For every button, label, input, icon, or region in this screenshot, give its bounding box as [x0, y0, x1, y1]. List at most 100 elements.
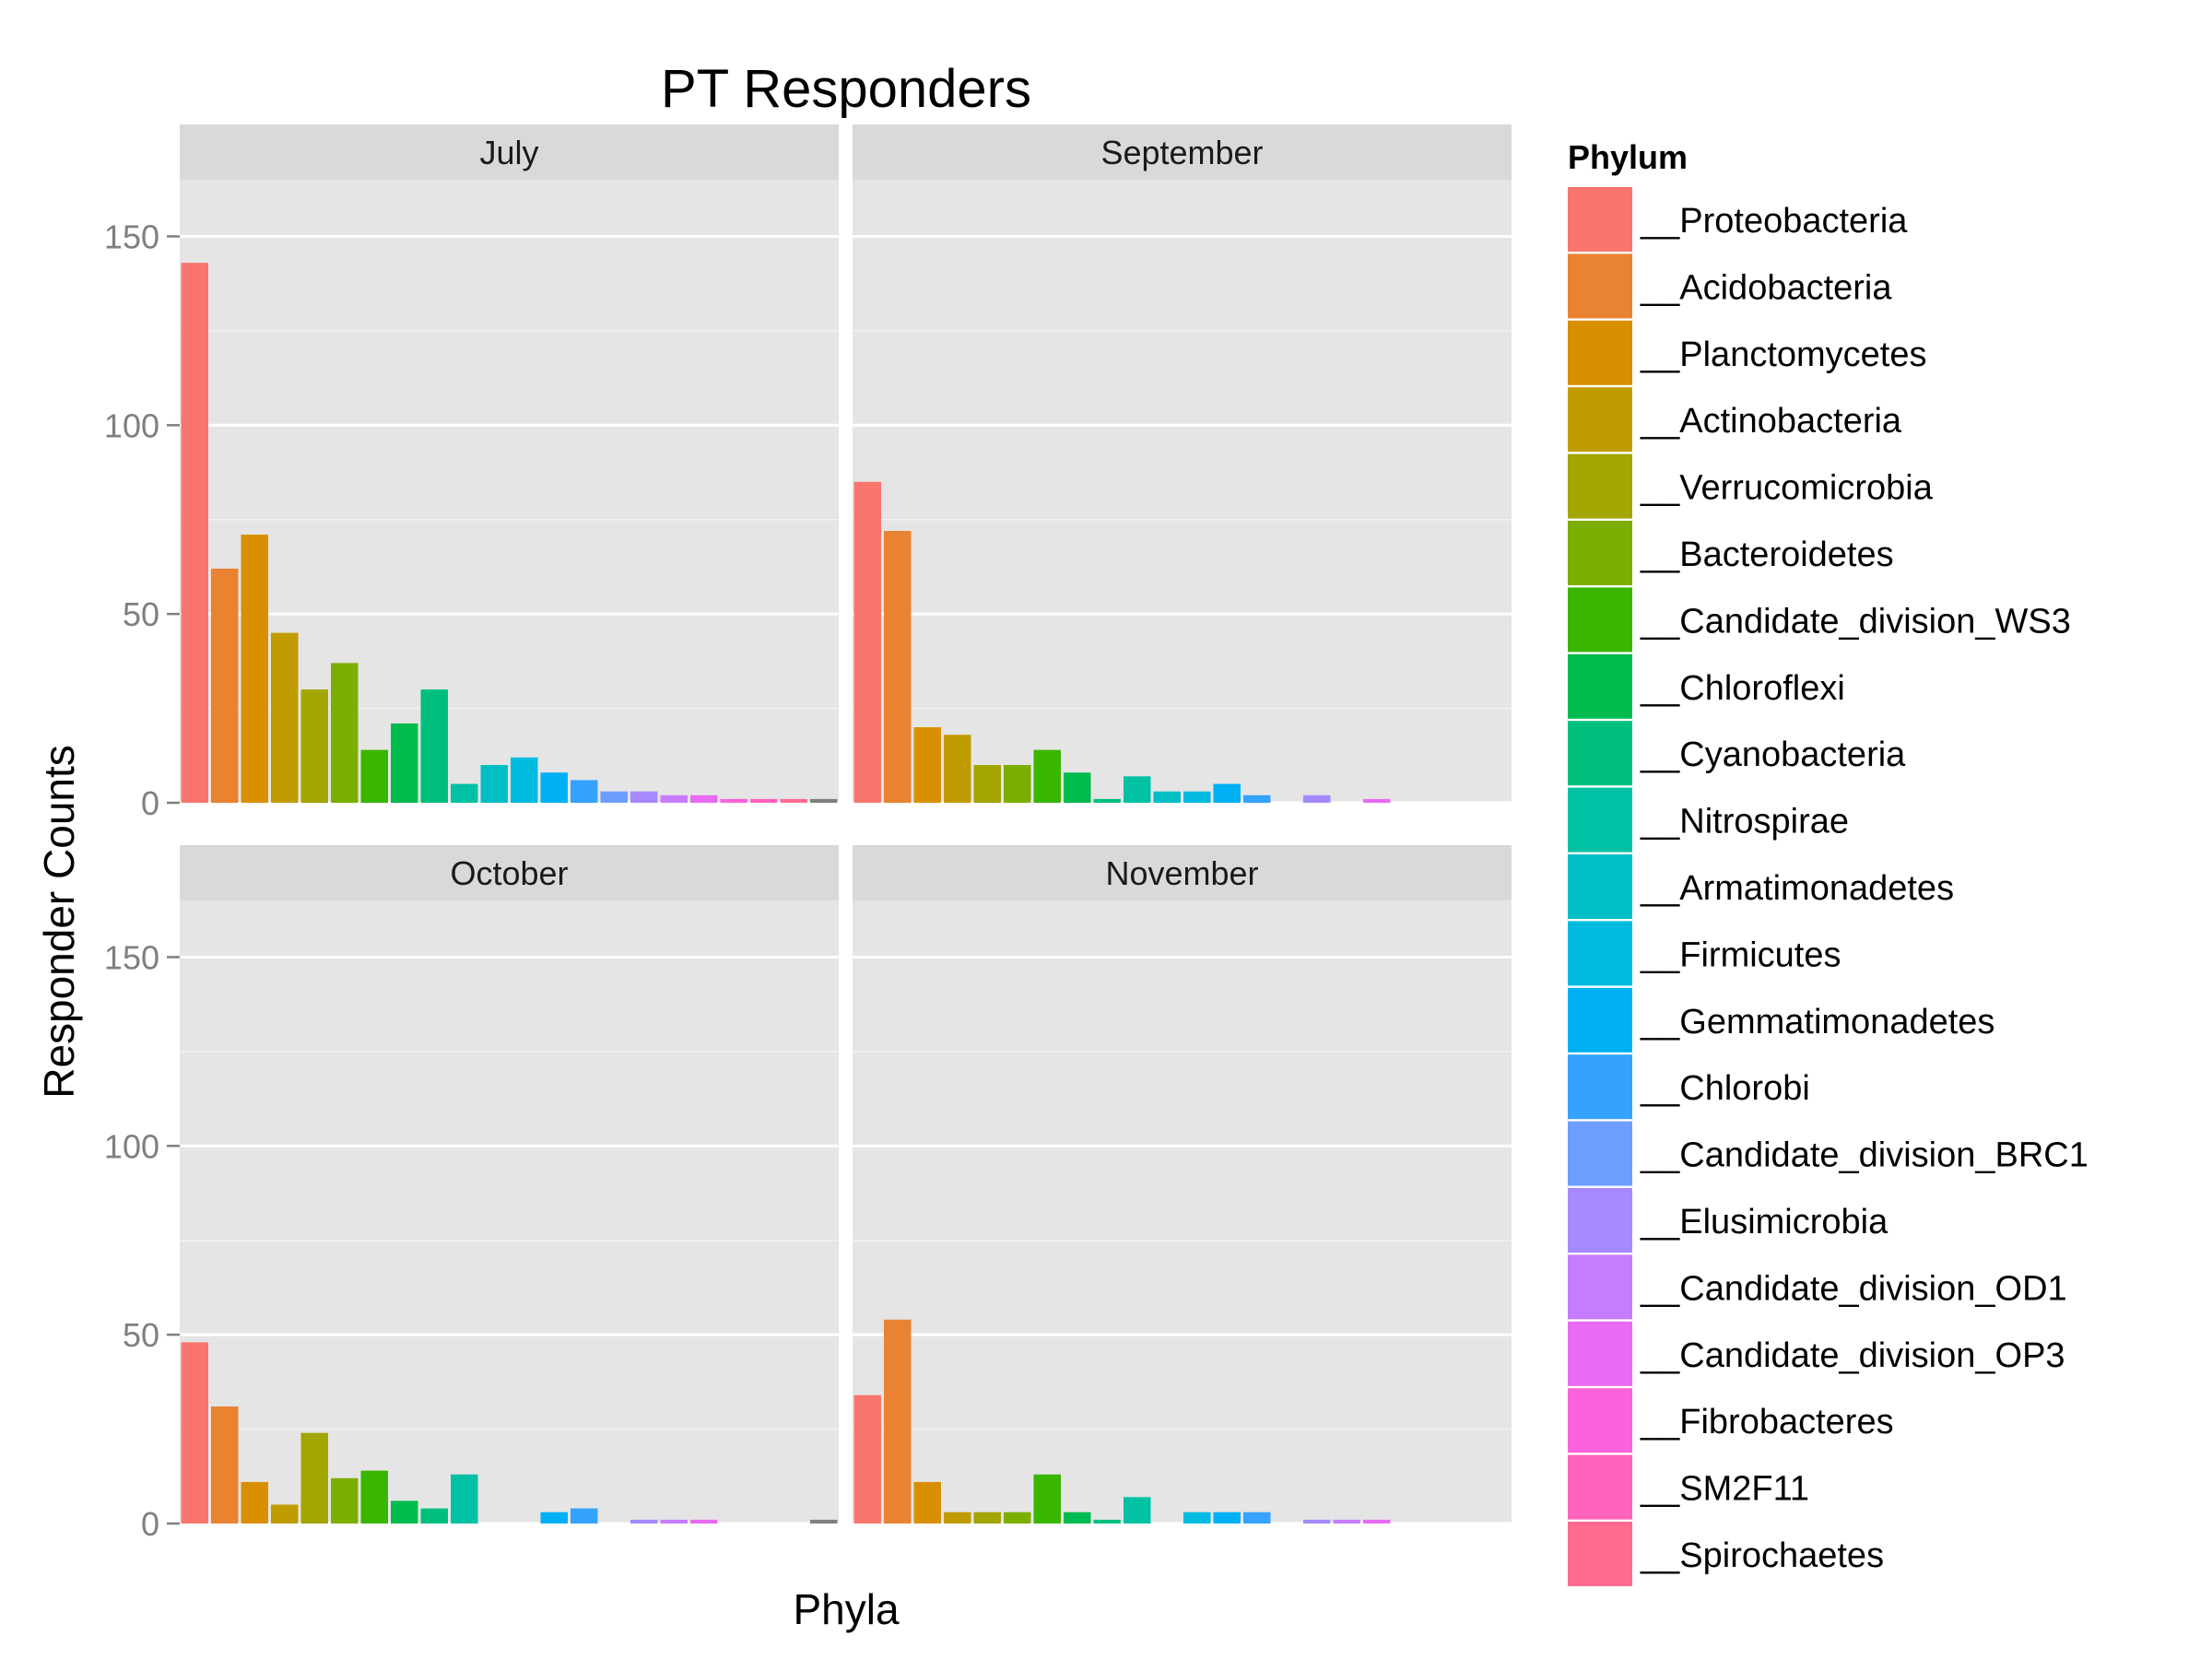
- bar-september-11: [1153, 791, 1181, 803]
- bar-july-3: [241, 535, 268, 803]
- legend-title: Phylum: [1568, 138, 1688, 176]
- bar-october-13: [540, 1512, 568, 1524]
- bar-october-2: [211, 1406, 239, 1524]
- bar-july-22: [810, 798, 838, 803]
- bar-september-4: [944, 735, 971, 803]
- bar-july-16: [630, 791, 658, 803]
- legend: Phylum __Proteobacteria__Acidobacteria__…: [1566, 138, 2088, 1588]
- bar-september-8: [1064, 772, 1091, 803]
- bar-september-13: [1213, 783, 1241, 803]
- bar-november-12: [1183, 1512, 1211, 1524]
- y-axis-title: Responder Counts: [35, 745, 83, 1099]
- bar-july-8: [391, 723, 418, 803]
- bar-october-22: [810, 1519, 838, 1524]
- legend-key-armatimonadetes: [1566, 853, 1634, 921]
- bar-november-14: [1243, 1512, 1271, 1524]
- strip-label-september: September: [1100, 134, 1263, 171]
- legend-key-candidate-division-od1: [1566, 1253, 1634, 1322]
- bar-july-19: [720, 798, 747, 803]
- legend-key-planctomycetes: [1566, 318, 1634, 387]
- bar-july-4: [271, 632, 299, 803]
- bar-september-10: [1124, 776, 1151, 803]
- bar-october-14: [571, 1508, 598, 1524]
- bar-november-13: [1213, 1512, 1241, 1524]
- legend-label-candidate-division-od1: __Candidate_division_OD1: [1640, 1269, 2067, 1308]
- legend-label-chlorobi: __Chlorobi: [1640, 1069, 1810, 1108]
- bar-november-4: [944, 1512, 971, 1524]
- legend-key-firmicutes: [1566, 919, 1634, 988]
- bar-october-18: [690, 1519, 718, 1524]
- bar-september-18: [1363, 798, 1391, 803]
- legend-key-proteobacteria: [1566, 185, 1634, 253]
- legend-key-elusimicrobia: [1566, 1186, 1634, 1254]
- bar-september-2: [884, 531, 912, 803]
- strip-november: [853, 845, 1512, 900]
- legend-key-candidate-division-op3: [1566, 1319, 1634, 1388]
- bar-july-21: [780, 798, 807, 803]
- legend-label-candidate-division-op3: __Candidate_division_OP3: [1640, 1336, 2065, 1375]
- plot-background-november: [853, 900, 1512, 1524]
- y-tick-label: 50: [123, 1316, 159, 1354]
- bar-september-14: [1243, 794, 1271, 803]
- chart-title: PT Responders: [661, 59, 1031, 119]
- y-axes: 0 50 100 150 0 50 100 150: [104, 218, 180, 1543]
- strip-label-november: November: [1105, 854, 1258, 892]
- bar-november-16: [1303, 1519, 1331, 1524]
- legend-label-fibrobacteres: __Fibrobacteres: [1640, 1403, 1894, 1441]
- bar-october-17: [660, 1519, 688, 1524]
- y-tick-label: 100: [104, 406, 159, 444]
- legend-key-chloroflexi: [1566, 652, 1634, 721]
- bar-november-7: [1033, 1474, 1061, 1524]
- legend-label-verrucomicrobia: __Verrucomicrobia: [1640, 469, 1934, 508]
- y-tick-label: 0: [141, 1505, 159, 1543]
- plot-background-october: [180, 900, 839, 1524]
- bar-july-2: [211, 568, 239, 803]
- x-axis-title: Phyla: [793, 1585, 899, 1633]
- bar-july-20: [750, 798, 778, 803]
- legend-key-actinobacteria: [1566, 385, 1634, 454]
- bar-july-5: [300, 689, 328, 803]
- legend-label-nitrospirae: __Nitrospirae: [1640, 803, 1849, 841]
- bar-november-5: [973, 1512, 1001, 1524]
- bar-july-13: [540, 772, 568, 803]
- bar-november-18: [1363, 1519, 1391, 1524]
- bar-september-9: [1093, 798, 1121, 803]
- legend-key-cyanobacteria: [1566, 719, 1634, 788]
- legend-label-candidate-division-ws3: __Candidate_division_WS3: [1640, 602, 2071, 641]
- legend-key-verrucomicrobia: [1566, 452, 1634, 521]
- bar-july-12: [511, 757, 538, 803]
- bar-october-16: [630, 1519, 658, 1524]
- panel-october: October: [180, 845, 839, 1525]
- legend-key-acidobacteria: [1566, 252, 1634, 321]
- bar-october-9: [420, 1508, 448, 1524]
- bar-september-7: [1033, 749, 1061, 803]
- plot-background-september: [853, 180, 1512, 803]
- bar-september-6: [1004, 765, 1031, 803]
- bar-september-12: [1183, 791, 1211, 803]
- bar-november-17: [1333, 1519, 1360, 1524]
- strip-october: [180, 845, 839, 900]
- legend-label-acidobacteria: __Acidobacteria: [1640, 268, 1892, 307]
- bar-july-17: [660, 794, 688, 803]
- legend-label-spirochaetes: __Spirochaetes: [1640, 1536, 1884, 1575]
- bar-november-9: [1093, 1519, 1121, 1524]
- y-tick-label: 150: [104, 218, 159, 255]
- legend-items: __Proteobacteria __Acidobacteria __Plancto…: [1566, 185, 2088, 1588]
- bar-july-14: [571, 780, 598, 803]
- legend-key-spirochaetes: [1566, 1520, 1634, 1588]
- y-tick-label: 0: [141, 784, 159, 822]
- bar-october-4: [271, 1504, 299, 1524]
- bar-july-11: [480, 765, 508, 803]
- bar-october-8: [391, 1500, 418, 1524]
- panel-september: September: [853, 124, 1512, 805]
- bar-october-3: [241, 1481, 268, 1524]
- panel-november: November: [853, 845, 1512, 1525]
- y-tick-label: 100: [104, 1127, 159, 1165]
- bar-november-2: [884, 1319, 912, 1524]
- bar-october-5: [300, 1432, 328, 1524]
- legend-key-chlorobi: [1566, 1053, 1634, 1122]
- strip-july: [180, 124, 839, 180]
- legend-label-cyanobacteria: __Cyanobacteria: [1640, 735, 1906, 774]
- bar-october-7: [360, 1470, 388, 1524]
